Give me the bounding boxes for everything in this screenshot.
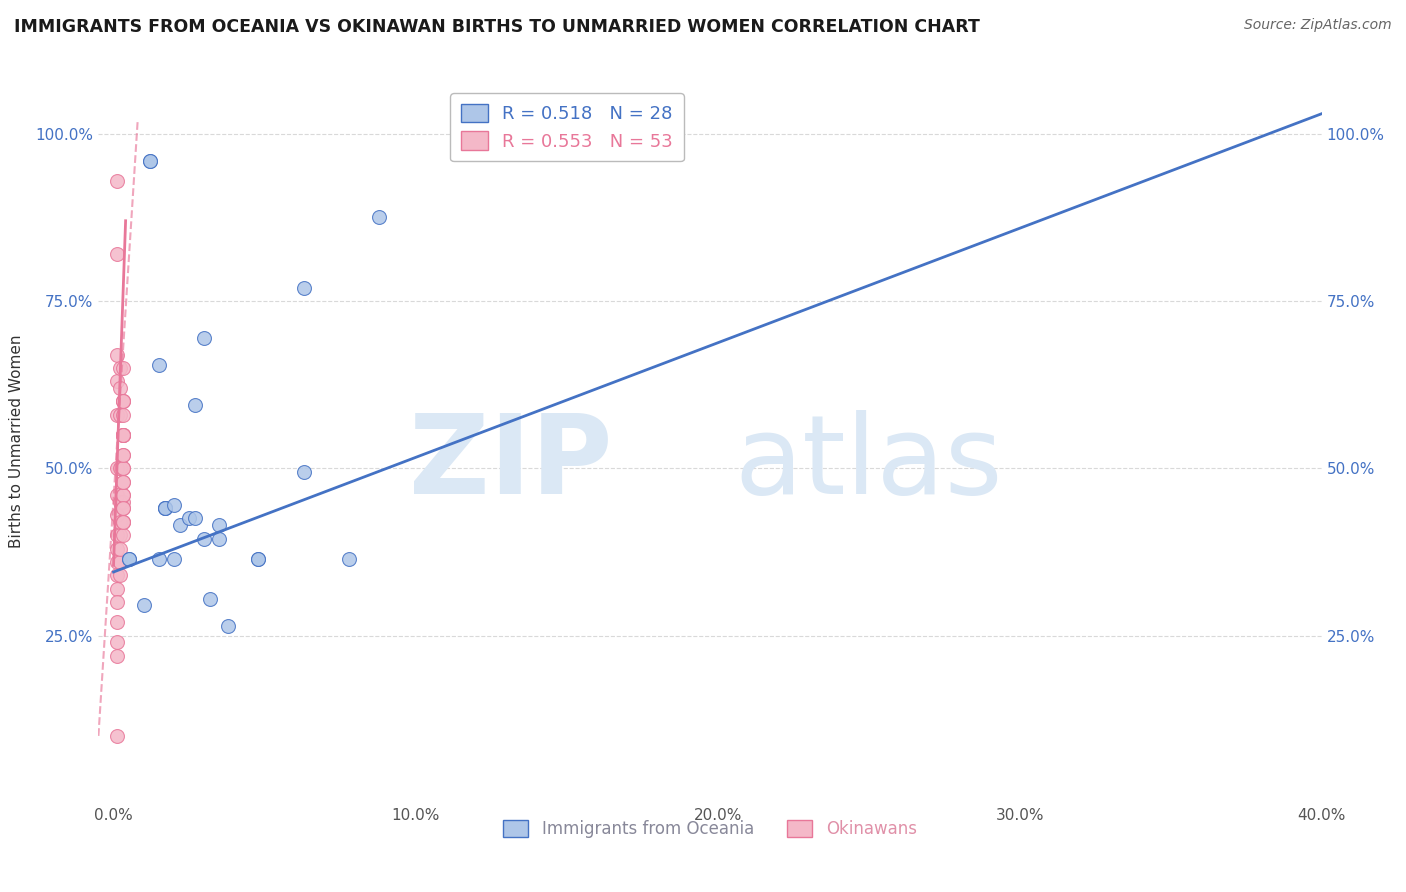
Point	[111, 427, 134, 442]
Point	[105, 348, 128, 362]
Point	[111, 461, 134, 475]
Point	[292, 465, 315, 479]
Point	[105, 595, 128, 609]
Point	[105, 635, 128, 649]
Point	[208, 532, 231, 546]
Text: Source: ZipAtlas.com: Source: ZipAtlas.com	[1244, 18, 1392, 32]
Point	[105, 582, 128, 596]
Point	[153, 501, 176, 516]
Point	[105, 247, 128, 261]
Point	[108, 568, 131, 582]
Point	[111, 515, 134, 529]
Point	[163, 551, 186, 566]
Point	[105, 648, 128, 663]
Point	[108, 494, 131, 508]
Point	[111, 394, 134, 409]
Point	[105, 541, 128, 556]
Point	[111, 448, 134, 462]
Point	[111, 475, 134, 489]
Point	[105, 173, 128, 188]
Point	[337, 551, 360, 566]
Point	[139, 153, 162, 168]
Point	[111, 394, 134, 409]
Point	[105, 729, 128, 743]
Point	[105, 508, 128, 523]
Point	[148, 358, 170, 372]
Point	[153, 501, 176, 516]
Point	[105, 568, 128, 582]
Point	[111, 501, 134, 516]
Point	[111, 461, 134, 475]
Point	[108, 515, 131, 529]
Point	[111, 515, 134, 529]
Point	[105, 461, 128, 475]
Text: atlas: atlas	[735, 409, 1004, 516]
Point	[169, 518, 191, 533]
Text: IMMIGRANTS FROM OCEANIA VS OKINAWAN BIRTHS TO UNMARRIED WOMEN CORRELATION CHART: IMMIGRANTS FROM OCEANIA VS OKINAWAN BIRT…	[14, 18, 980, 36]
Point	[105, 408, 128, 422]
Point	[247, 551, 270, 566]
Point	[105, 615, 128, 630]
Point	[108, 381, 131, 395]
Point	[111, 427, 134, 442]
Point	[111, 475, 134, 489]
Point	[193, 532, 215, 546]
Point	[105, 528, 128, 542]
Point	[247, 551, 270, 566]
Point	[108, 361, 131, 376]
Point	[111, 515, 134, 529]
Point	[177, 511, 200, 525]
Point	[184, 398, 207, 412]
Point	[368, 211, 391, 225]
Text: ZIP: ZIP	[409, 409, 612, 516]
Point	[111, 488, 134, 502]
Point	[198, 591, 221, 606]
Point	[132, 599, 155, 613]
Point	[117, 551, 139, 566]
Point	[111, 427, 134, 442]
Point	[117, 551, 139, 566]
Point	[163, 498, 186, 512]
Point	[108, 528, 131, 542]
Point	[111, 394, 134, 409]
Point	[108, 461, 131, 475]
Point	[111, 528, 134, 542]
Point	[111, 448, 134, 462]
Point	[111, 408, 134, 422]
Point	[139, 153, 162, 168]
Legend: Immigrants from Oceania, Okinawans: Immigrants from Oceania, Okinawans	[496, 814, 924, 845]
Point	[292, 281, 315, 295]
Point	[105, 555, 128, 569]
Point	[108, 541, 131, 556]
Point	[108, 408, 131, 422]
Point	[108, 555, 131, 569]
Point	[208, 518, 231, 533]
Point	[153, 501, 176, 516]
Point	[111, 488, 134, 502]
Point	[111, 361, 134, 376]
Point	[217, 618, 239, 632]
Point	[111, 494, 134, 508]
Point	[105, 488, 128, 502]
Point	[111, 427, 134, 442]
Point	[193, 331, 215, 345]
Point	[105, 375, 128, 389]
Point	[148, 551, 170, 566]
Point	[111, 501, 134, 516]
Y-axis label: Births to Unmarried Women: Births to Unmarried Women	[10, 334, 24, 549]
Point	[111, 427, 134, 442]
Point	[184, 511, 207, 525]
